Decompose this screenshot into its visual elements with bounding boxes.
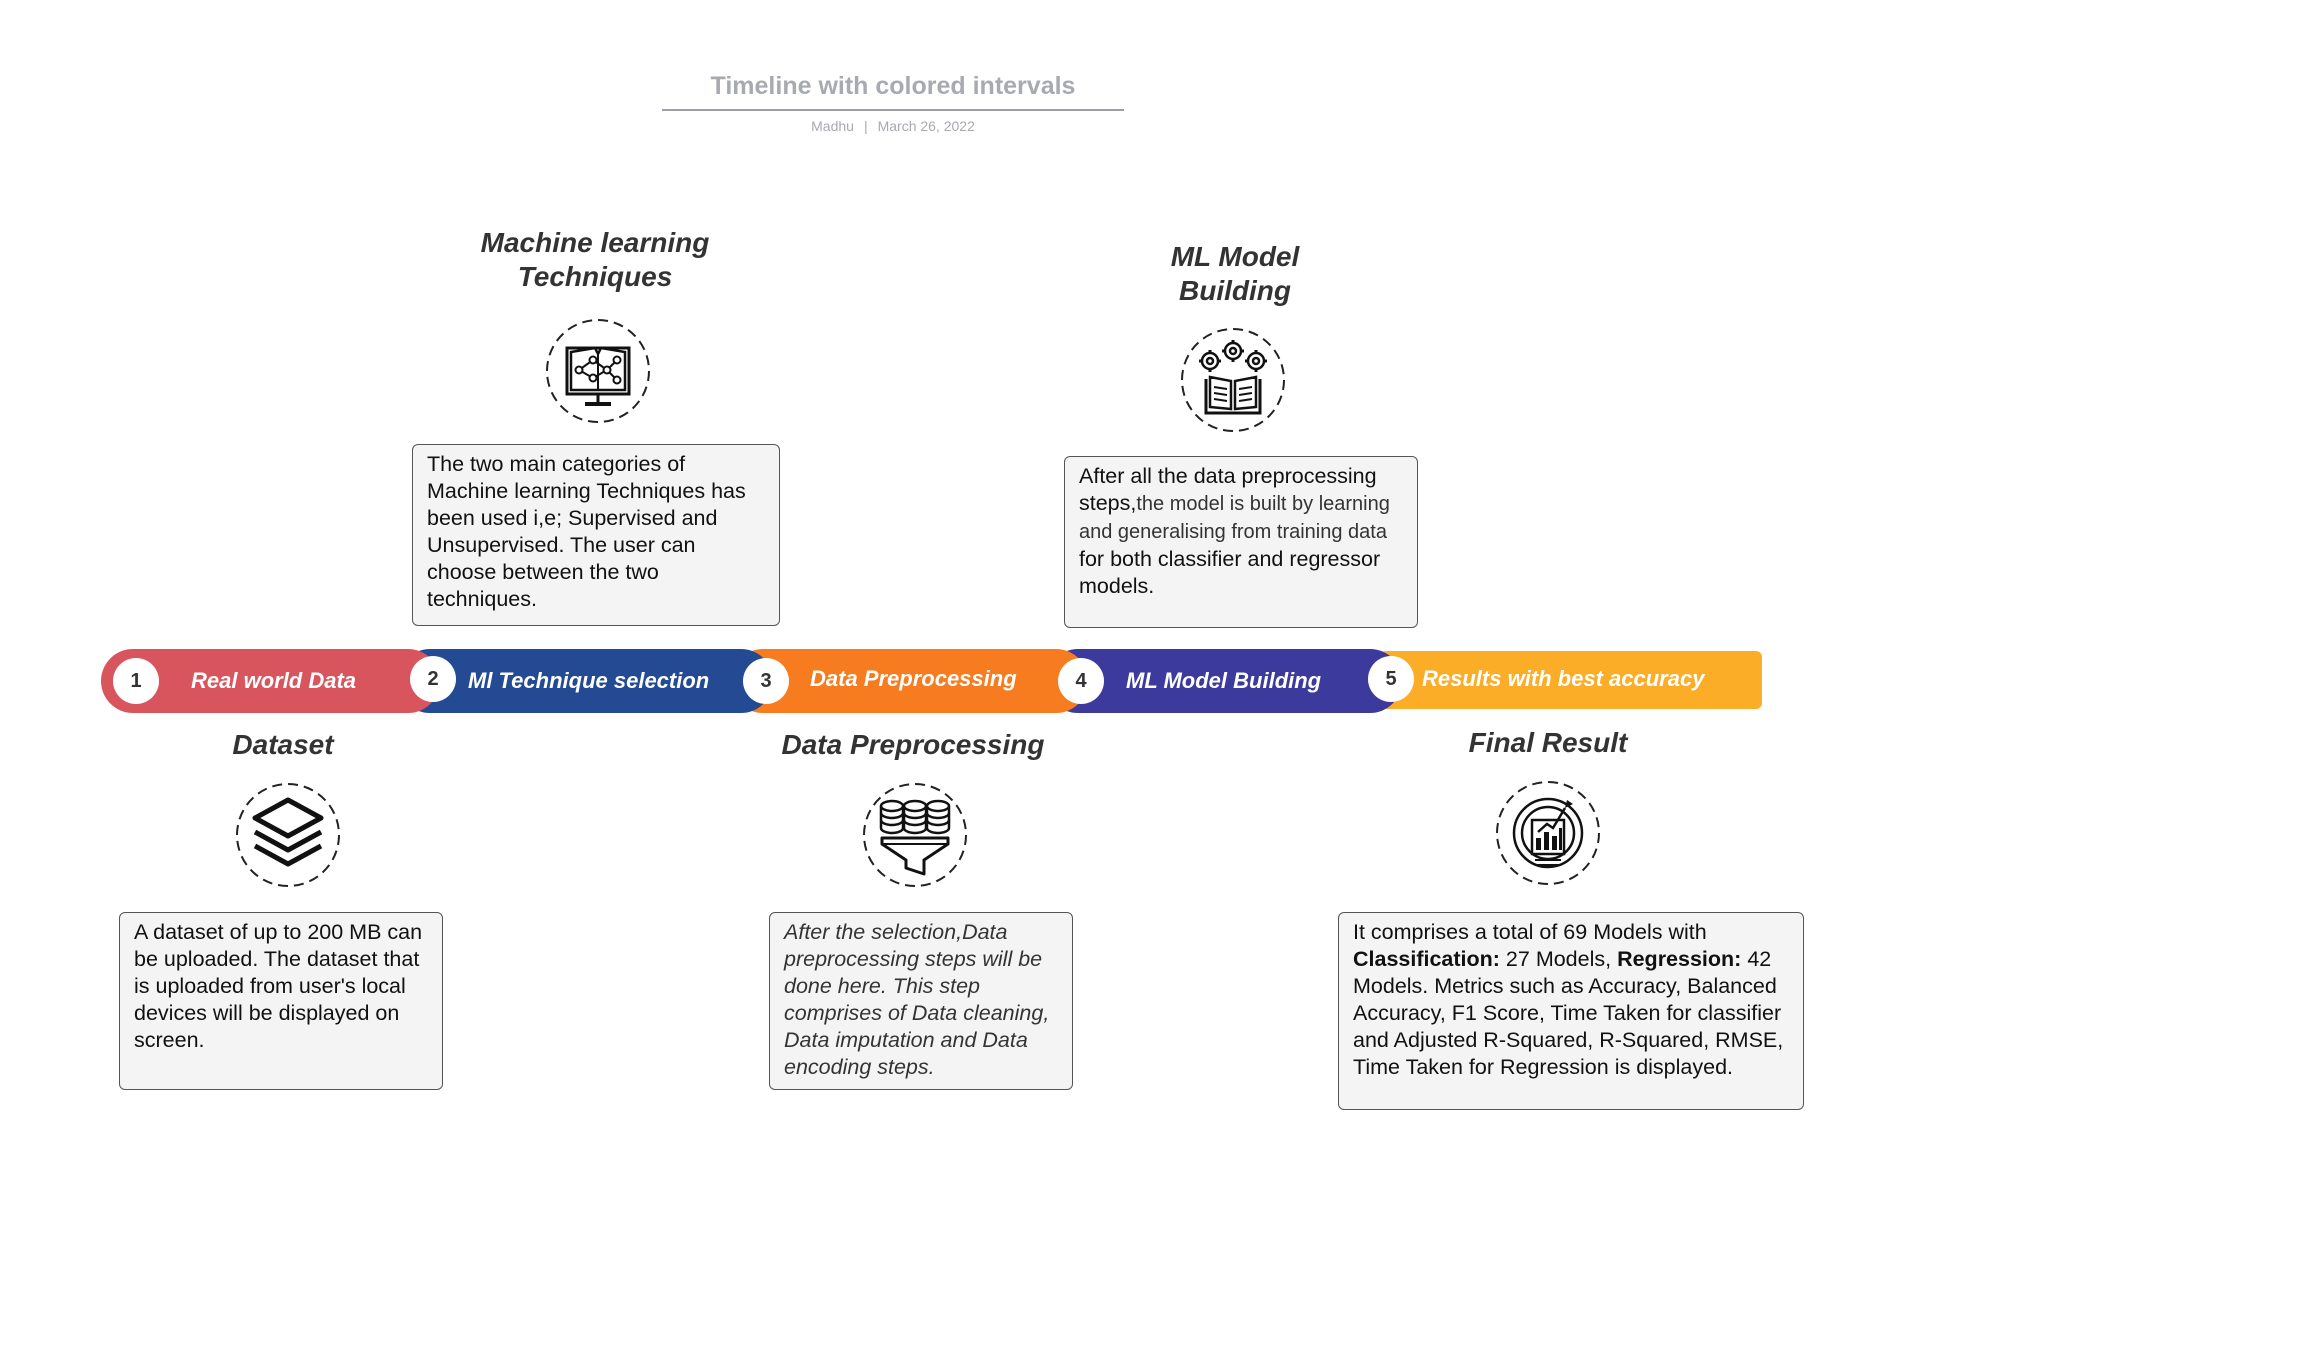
timeline-segment-3	[731, 649, 1088, 713]
step-4-badge: 4	[1058, 658, 1104, 704]
final-result-desc-part1: It comprises a total of 69 Models with	[1353, 920, 1707, 944]
step-3-badge: 3	[743, 658, 789, 704]
final-result-desc-bold1: Classification:	[1353, 947, 1500, 971]
step-3-label: Data Preprocessing	[810, 666, 1017, 691]
preprocessing-description: After the selection,Data preprocessing s…	[769, 912, 1073, 1090]
timeline-segment-4	[1046, 649, 1402, 713]
step-5-badge: 5	[1368, 656, 1414, 702]
model-building-heading: ML Model Building	[1085, 240, 1385, 308]
ml-techniques-heading-line1: Machine learning	[480, 227, 710, 258]
model-building-desc-part2: the model is built by learning and gener…	[1079, 493, 1390, 543]
step-2-badge: 2	[410, 656, 456, 702]
final-result-desc-part3: 42 Models. Metrics such as Accuracy, Bal…	[1353, 947, 1784, 1079]
final-result-description: It comprises a total of 69 Models with C…	[1338, 912, 1804, 1110]
layers-icon	[236, 783, 340, 887]
model-building-description: After all the data preprocessing steps,t…	[1064, 456, 1418, 628]
final-result-desc-bold2: Regression:	[1617, 947, 1742, 971]
model-building-heading-line1: ML Model	[1170, 241, 1300, 272]
title-underline	[662, 109, 1124, 111]
model-building-desc-part1: After all the data preprocessing steps,	[1079, 464, 1377, 515]
timeline-segment-5	[1360, 651, 1762, 709]
byline: Madhu | March 26, 2022	[662, 118, 1124, 134]
ml-techniques-description: The two main categories of Machine learn…	[412, 444, 780, 626]
dataset-heading: Dataset	[232, 729, 334, 760]
step-5-label: Results with best accuracy	[1422, 666, 1705, 691]
dataset-description: A dataset of up to 200 MB can be uploade…	[119, 912, 443, 1090]
document-title: Timeline with colored intervals	[710, 72, 1076, 100]
publish-date: March 26, 2022	[877, 118, 975, 134]
final-result-heading: Final Result	[1468, 727, 1628, 758]
model-building-heading-line2: Building	[1179, 275, 1291, 306]
preprocessing-heading: Data Preprocessing	[781, 729, 1045, 760]
step-2-label: Ml Technique selection	[468, 668, 710, 693]
database-funnel-icon	[863, 783, 967, 887]
author-name: Madhu	[811, 118, 854, 134]
model-building-desc-part3: for both classifier and regressor models…	[1079, 547, 1381, 598]
ml-techniques-heading-line2: Techniques	[517, 261, 673, 292]
neural-network-book-icon	[546, 319, 650, 423]
ml-techniques-heading: Machine learning Techniques	[445, 226, 745, 294]
final-result-desc-part2: 27 Models,	[1499, 947, 1618, 971]
gears-book-icon	[1181, 328, 1285, 432]
timeline-segment-2	[398, 649, 773, 713]
step-4-label: ML Model Building	[1126, 668, 1322, 693]
step-1-label: Real world Data	[191, 668, 357, 693]
byline-separator: |	[863, 118, 868, 134]
target-chart-icon	[1496, 781, 1600, 885]
step-1-badge: 1	[113, 658, 159, 704]
